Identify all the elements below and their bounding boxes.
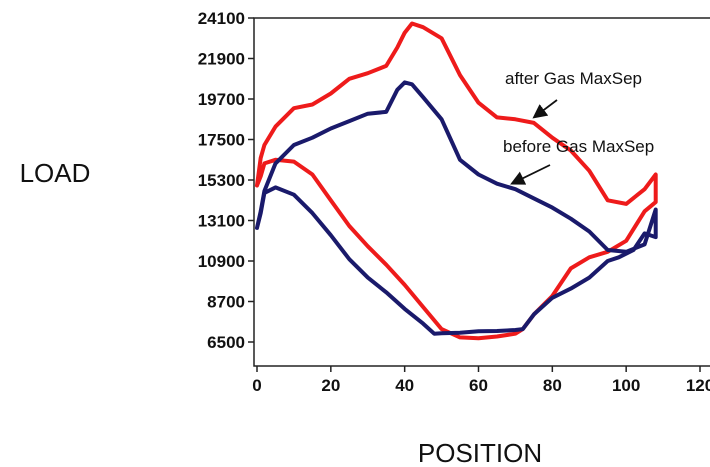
x-tick-label: 60 <box>469 376 488 395</box>
y-tick-label: 6500 <box>207 333 245 352</box>
y-tick-label: 10900 <box>198 252 245 271</box>
x-tick-label: 100 <box>612 376 640 395</box>
x-tick-label: 120 <box>686 376 710 395</box>
annotation-arrow <box>510 164 551 185</box>
y-tick-label: 19700 <box>198 90 245 109</box>
y-tick-label: 15300 <box>198 171 245 190</box>
y-tick-label: 17500 <box>198 131 245 150</box>
y-tick-label: 13100 <box>198 212 245 231</box>
y-tick-label: 24100 <box>198 9 245 28</box>
after-gas-maxsep-label: after Gas MaxSep <box>505 69 642 88</box>
x-axis: 0 20 40 60 80 100 120 <box>252 366 710 395</box>
annotation-arrow <box>532 99 558 119</box>
x-tick-label: 0 <box>252 376 261 395</box>
x-axis-title: POSITION <box>418 438 542 467</box>
y-tick-label: 8700 <box>207 293 245 312</box>
x-tick-label: 80 <box>543 376 562 395</box>
x-tick-label: 20 <box>321 376 340 395</box>
plot-frame <box>253 17 710 367</box>
series-layer <box>255 21 658 341</box>
x-tick-label: 40 <box>395 376 414 395</box>
y-axis: 6500 8700 10900 13100 15300 17500 19700 21900 24… <box>198 9 254 352</box>
y-axis-title: LOAD <box>20 158 91 188</box>
y-tick-label: 21900 <box>198 50 245 69</box>
before-gas-maxsep-label: before Gas MaxSep <box>503 137 654 156</box>
before-gas-maxsep-line <box>255 80 658 336</box>
after-gas-maxsep-line <box>255 21 658 341</box>
annotation-layer: after Gas MaxSep before Gas MaxSep <box>503 69 654 185</box>
